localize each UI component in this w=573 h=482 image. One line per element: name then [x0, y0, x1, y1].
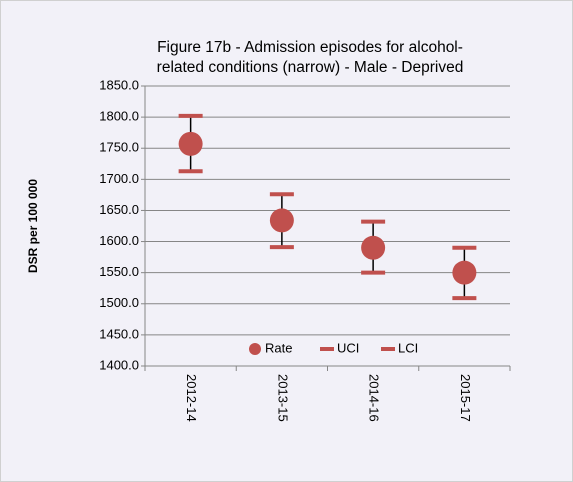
- y-tick-label: 1400.0: [99, 357, 139, 372]
- x-tick-label: 2014-16: [367, 374, 382, 422]
- y-tick-label: 1800.0: [99, 109, 139, 124]
- rate-marker: [361, 235, 386, 260]
- legend-label: Rate: [265, 340, 292, 355]
- x-tick-label: 2015-17: [458, 374, 473, 422]
- y-tick-label: 1500.0: [99, 295, 139, 310]
- y-tick-label: 1650.0: [99, 202, 139, 217]
- y-tick-label: 1850.0: [99, 77, 139, 92]
- rate-marker: [269, 208, 294, 233]
- x-tick-label: 2012-14: [184, 374, 199, 422]
- y-tick-label: 1600.0: [99, 233, 139, 248]
- rate-marker: [452, 260, 477, 285]
- chart-title: Figure 17b - Admission episodes for alco…: [157, 39, 463, 56]
- y-tick-label: 1750.0: [99, 140, 139, 155]
- legend-marker: [249, 343, 261, 355]
- y-axis-label: DSR per 100 000: [26, 179, 40, 273]
- chart-title: related conditions (narrow) - Male - Dep…: [157, 59, 464, 76]
- y-tick-label: 1450.0: [99, 326, 139, 341]
- legend-label: LCI: [398, 340, 418, 355]
- y-tick-label: 1700.0: [99, 171, 139, 186]
- x-tick-label: 2013-15: [275, 374, 290, 422]
- legend-label: UCI: [337, 340, 359, 355]
- rate-marker: [178, 131, 203, 156]
- y-tick-label: 1550.0: [99, 264, 139, 279]
